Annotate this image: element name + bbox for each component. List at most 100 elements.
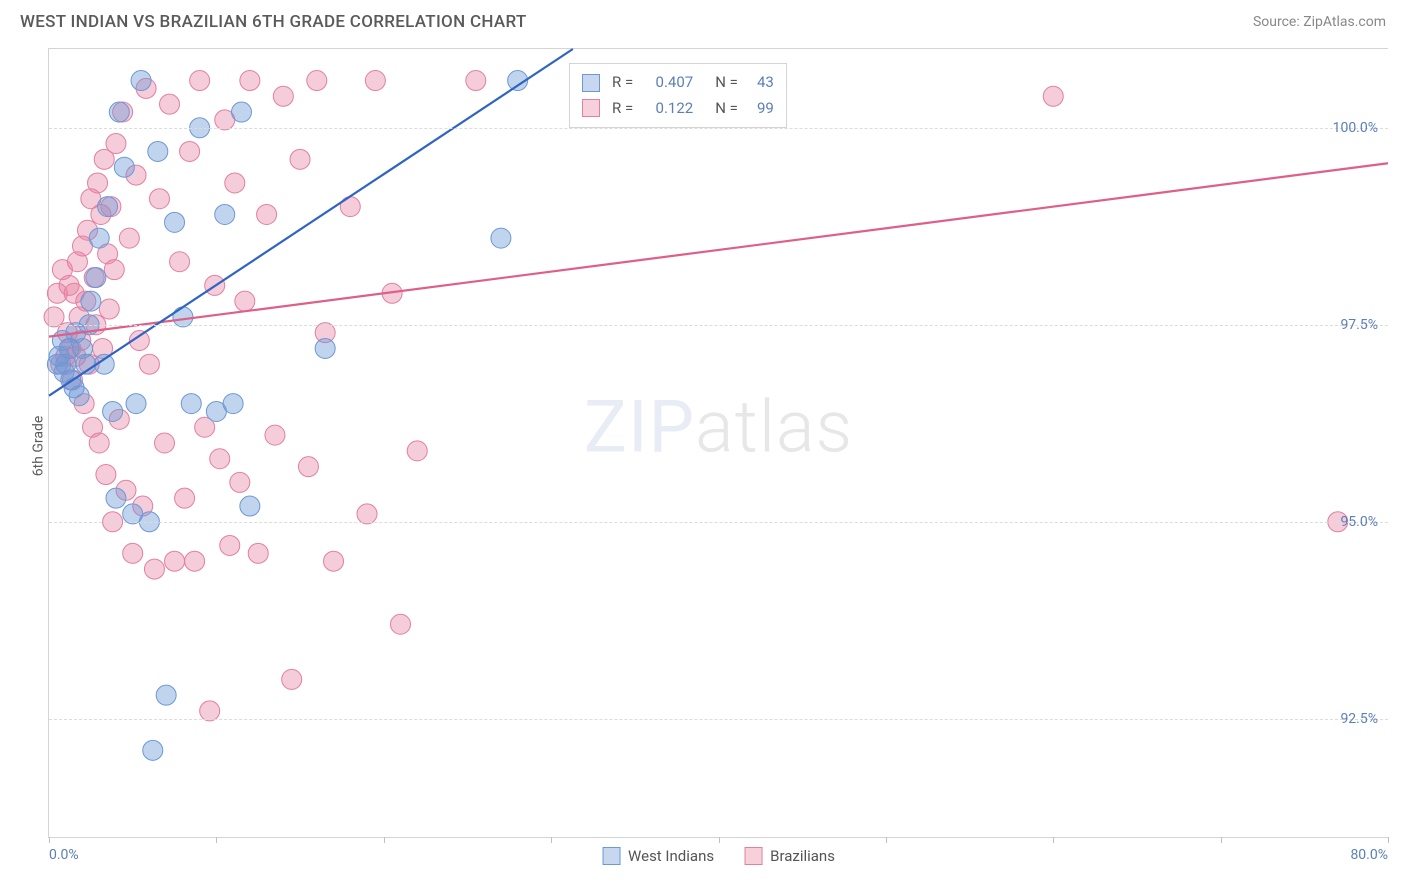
r-label: R = — [612, 96, 633, 122]
xtick-mark — [719, 837, 720, 843]
scatter-point — [89, 433, 109, 453]
scatter-point — [230, 472, 250, 492]
gridline — [49, 128, 1388, 129]
xtick-mark — [216, 837, 217, 843]
chart-title: WEST INDIAN VS BRAZILIAN 6TH GRADE CORRE… — [20, 12, 527, 32]
scatter-point — [466, 71, 486, 91]
xtick-mark — [1388, 837, 1389, 843]
scatter-point — [104, 260, 124, 280]
regression-line — [49, 163, 1388, 336]
scatter-point — [240, 71, 260, 91]
scatter-point — [144, 559, 164, 579]
n-label: N = — [715, 70, 738, 96]
xtick-mark — [551, 837, 552, 843]
n-value-1: 99 — [746, 96, 774, 122]
scatter-point — [165, 212, 185, 232]
r-label: R = — [612, 70, 633, 96]
swatch-west-indians-icon — [602, 847, 620, 865]
scatter-point — [210, 449, 230, 469]
scatter-point — [148, 141, 168, 161]
scatter-point — [185, 551, 205, 571]
regression-line — [49, 49, 573, 396]
gridline — [49, 719, 1388, 720]
scatter-point — [131, 71, 151, 91]
xtick-mark — [1221, 837, 1222, 843]
xtick-mark — [1053, 837, 1054, 843]
gridline — [49, 325, 1388, 326]
scatter-point — [114, 157, 134, 177]
ytick-label: 97.5% — [1340, 317, 1378, 333]
scatter-point — [340, 197, 360, 217]
scatter-point — [119, 228, 139, 248]
legend-label-1: Brazilians — [770, 847, 835, 865]
y-axis-label: 6th Grade — [30, 416, 46, 477]
n-value-0: 43 — [746, 70, 774, 96]
scatter-point — [103, 401, 123, 421]
scatter-point — [220, 535, 240, 555]
scatter-point — [307, 71, 327, 91]
ytick-label: 95.0% — [1340, 514, 1378, 530]
scatter-point — [106, 488, 126, 508]
scatter-point — [1043, 86, 1063, 106]
scatter-point — [81, 291, 101, 311]
scatter-point — [139, 354, 159, 374]
xtick-label: 0.0% — [49, 847, 79, 863]
scatter-point — [160, 94, 180, 114]
scatter-point — [282, 669, 302, 689]
scatter-point — [109, 102, 129, 122]
scatter-point — [98, 197, 118, 217]
scatter-point — [407, 441, 427, 461]
scatter-chart: ZIPatlas R = 0.407 N = 43 R = 0.122 N = … — [48, 48, 1388, 838]
n-label: N = — [715, 96, 738, 122]
swatch-brazilians-icon — [744, 847, 762, 865]
scatter-point — [106, 134, 126, 154]
legend-item-brazilians: Brazilians — [744, 847, 835, 865]
xtick-label: 80.0% — [1350, 847, 1388, 863]
scatter-point — [290, 149, 310, 169]
scatter-point — [123, 543, 143, 563]
legend-label-0: West Indians — [628, 847, 714, 865]
scatter-point — [365, 71, 385, 91]
scatter-point — [240, 496, 260, 516]
series-legend: West Indians Brazilians — [602, 847, 835, 865]
correlation-row-0: R = 0.407 N = 43 — [582, 70, 774, 96]
scatter-point — [170, 252, 190, 272]
scatter-point — [273, 86, 293, 106]
scatter-point — [96, 465, 116, 485]
scatter-point — [315, 338, 335, 358]
scatter-point — [154, 433, 174, 453]
scatter-point — [69, 386, 89, 406]
scatter-point — [215, 204, 235, 224]
correlation-row-1: R = 0.122 N = 99 — [582, 96, 774, 122]
scatter-point — [89, 228, 109, 248]
scatter-point — [298, 457, 318, 477]
r-value-1: 0.122 — [641, 96, 693, 122]
scatter-point — [491, 228, 511, 248]
scatter-point — [88, 173, 108, 193]
scatter-point — [149, 189, 169, 209]
scatter-point — [265, 425, 285, 445]
chart-header: WEST INDIAN VS BRAZILIAN 6TH GRADE CORRE… — [0, 0, 1406, 40]
gridline — [49, 522, 1388, 523]
r-value-0: 0.407 — [641, 70, 693, 96]
scatter-point — [190, 71, 210, 91]
swatch-west-indians — [582, 74, 600, 92]
swatch-brazilians — [582, 99, 600, 117]
scatter-point — [390, 614, 410, 634]
xtick-mark — [384, 837, 385, 843]
legend-item-west-indians: West Indians — [602, 847, 714, 865]
scatter-point — [257, 204, 277, 224]
scatter-point — [225, 173, 245, 193]
scatter-point — [175, 488, 195, 508]
scatter-point — [126, 394, 146, 414]
scatter-point — [324, 551, 344, 571]
xtick-mark — [886, 837, 887, 843]
chart-source: Source: ZipAtlas.com — [1253, 14, 1386, 30]
scatter-point — [223, 394, 243, 414]
scatter-point — [99, 299, 119, 319]
xtick-mark — [49, 837, 50, 843]
scatter-point — [86, 268, 106, 288]
scatter-point — [231, 102, 251, 122]
ytick-label: 92.5% — [1340, 711, 1378, 727]
scatter-point — [143, 740, 163, 760]
